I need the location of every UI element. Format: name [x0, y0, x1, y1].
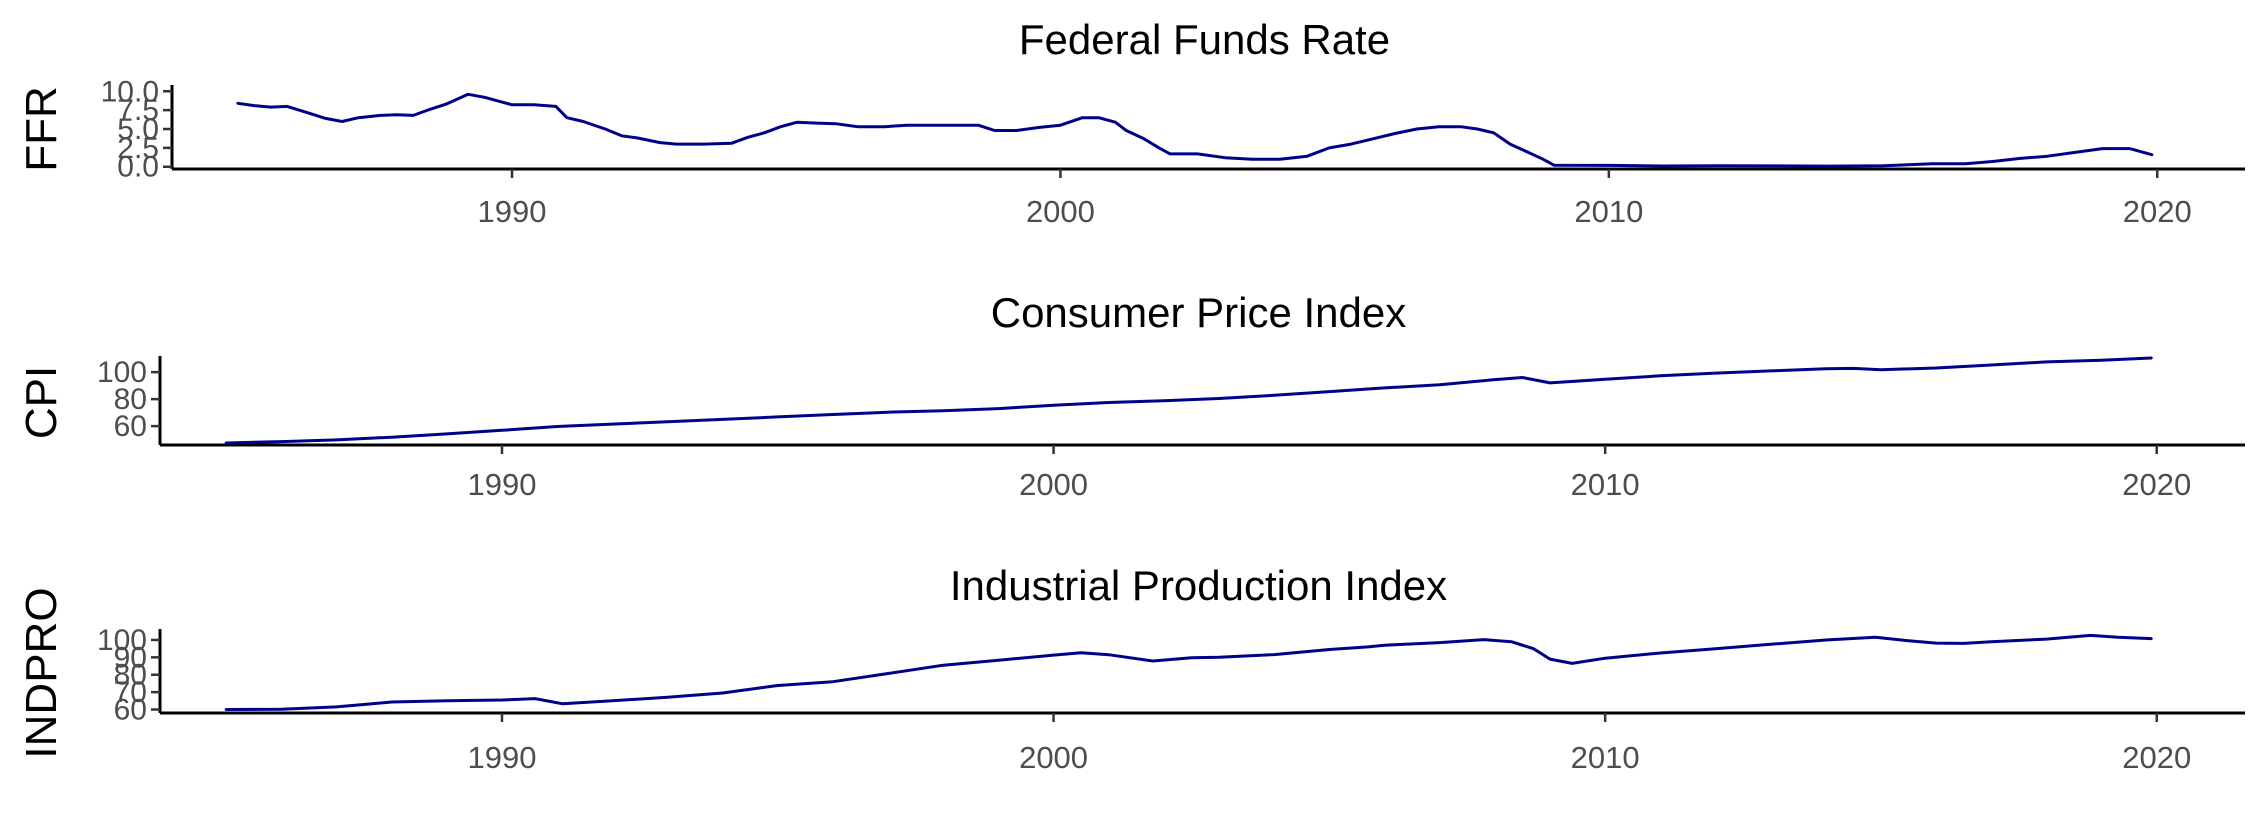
x-tick-label: 2020	[2123, 194, 2192, 229]
x-tick-label: 2000	[1019, 467, 1088, 502]
y-tick-label: 60	[114, 694, 147, 727]
x-tick-label: 1990	[467, 740, 536, 775]
series-line	[224, 356, 2153, 445]
y-tick-label: 60	[114, 410, 147, 443]
x-tick-label: 2000	[1019, 740, 1088, 775]
y-tick-label: 5.0	[117, 113, 159, 146]
x-tick-label: 2000	[1026, 194, 1095, 229]
y-tick-label: 70	[114, 676, 147, 709]
x-tick-label: 2010	[1574, 194, 1643, 229]
y-tick-label: 80	[114, 659, 147, 692]
y-tick-label: 2.5	[117, 132, 159, 165]
y-tick-label: 10.0	[101, 75, 159, 108]
chart-title: Federal Funds Rate	[1019, 16, 1390, 63]
y-tick-label: 90	[114, 641, 147, 674]
y-axis-label: INDPRO	[17, 587, 66, 758]
chart-title: Consumer Price Index	[991, 289, 1407, 336]
x-tick-label: 2010	[1571, 740, 1640, 775]
x-tick-label: 2020	[2122, 467, 2191, 502]
y-axis-label: CPI	[17, 366, 66, 439]
x-tick-label: 1990	[467, 467, 536, 502]
x-tick-label: 1990	[478, 194, 547, 229]
x-tick-label: 2020	[2122, 740, 2191, 775]
series-line	[236, 92, 2154, 168]
y-tick-label: 80	[114, 383, 147, 416]
chart-panel-3: Industrial Production Index INDPRO 6070809…	[17, 562, 2245, 775]
chart-panel-1: Federal Funds Rate FFR 0.02.55.07.510.0 199…	[17, 16, 2245, 229]
y-tick-label: 0.0	[117, 151, 159, 184]
chart-title: Industrial Production Index	[950, 562, 1447, 609]
series-line	[224, 633, 2153, 711]
y-axis-label: FFR	[17, 86, 66, 172]
x-tick-label: 2010	[1571, 467, 1640, 502]
y-tick-label: 100	[97, 624, 147, 657]
y-tick-label: 100	[97, 356, 147, 389]
y-tick-label: 7.5	[117, 94, 159, 127]
